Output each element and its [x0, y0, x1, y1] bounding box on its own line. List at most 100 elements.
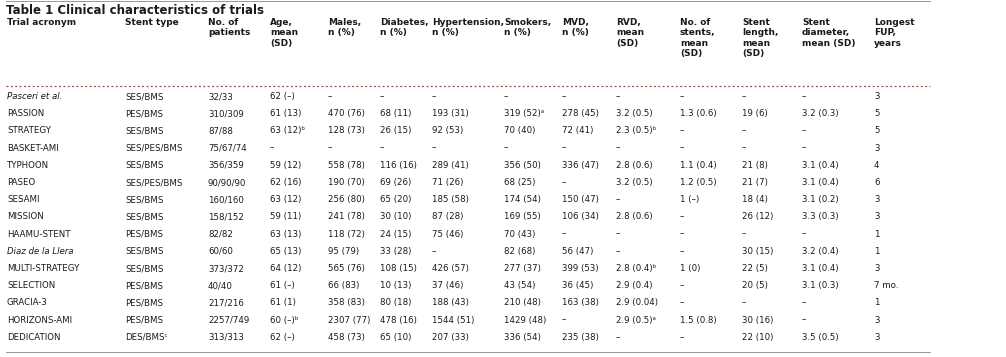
- Text: 63 (12): 63 (12): [270, 195, 302, 204]
- Text: HORIZONS-AMI: HORIZONS-AMI: [7, 316, 72, 325]
- Text: SES/BMS: SES/BMS: [125, 247, 163, 256]
- Text: 3.1 (0.2): 3.1 (0.2): [802, 195, 839, 204]
- Text: 128 (73): 128 (73): [328, 126, 365, 135]
- Text: 63 (13): 63 (13): [270, 230, 302, 238]
- Text: 558 (78): 558 (78): [328, 161, 365, 170]
- Text: –: –: [802, 92, 807, 101]
- Text: 1: 1: [874, 247, 879, 256]
- Text: 69 (26): 69 (26): [380, 178, 411, 187]
- Text: 61 (–): 61 (–): [270, 281, 295, 290]
- Text: 2.8 (0.4)ᵇ: 2.8 (0.4)ᵇ: [616, 264, 656, 273]
- Text: 26 (15): 26 (15): [380, 126, 411, 135]
- Text: –: –: [562, 316, 566, 325]
- Text: –: –: [380, 144, 384, 152]
- Text: SES/PES/BMS: SES/PES/BMS: [125, 144, 182, 152]
- Text: 68 (11): 68 (11): [380, 109, 411, 118]
- Text: SES/BMS: SES/BMS: [125, 126, 163, 135]
- Text: –: –: [616, 92, 621, 101]
- Text: –: –: [802, 230, 807, 238]
- Text: –: –: [802, 144, 807, 152]
- Text: Diaz de la Llera: Diaz de la Llera: [7, 247, 73, 256]
- Text: SES/BMS: SES/BMS: [125, 264, 163, 273]
- Text: BASKET-AMI: BASKET-AMI: [7, 144, 58, 152]
- Text: –: –: [742, 92, 746, 101]
- Text: 190 (70): 190 (70): [328, 178, 365, 187]
- Text: 63 (12)ᵇ: 63 (12)ᵇ: [270, 126, 305, 135]
- Text: –: –: [616, 230, 621, 238]
- Text: 72 (41): 72 (41): [562, 126, 594, 135]
- Text: Diabetes,
n (%): Diabetes, n (%): [380, 18, 429, 37]
- Text: 65 (20): 65 (20): [380, 195, 411, 204]
- Text: 60/60: 60/60: [208, 247, 232, 256]
- Text: 62 (16): 62 (16): [270, 178, 302, 187]
- Text: 3: 3: [874, 264, 879, 273]
- Text: 56 (47): 56 (47): [562, 247, 594, 256]
- Text: –: –: [742, 126, 746, 135]
- Text: PES/BMS: PES/BMS: [125, 281, 163, 290]
- Text: 75/67/74: 75/67/74: [208, 144, 246, 152]
- Text: –: –: [432, 247, 437, 256]
- Text: 36 (45): 36 (45): [562, 281, 594, 290]
- Text: HAAMU-STENT: HAAMU-STENT: [7, 230, 70, 238]
- Text: PASSION: PASSION: [7, 109, 44, 118]
- Text: 22 (5): 22 (5): [742, 264, 768, 273]
- Text: –: –: [616, 144, 621, 152]
- Text: –: –: [562, 230, 566, 238]
- Text: 358 (83): 358 (83): [328, 298, 365, 307]
- Text: –: –: [742, 230, 746, 238]
- Text: 336 (47): 336 (47): [562, 161, 599, 170]
- Text: 2.8 (0.6): 2.8 (0.6): [616, 161, 653, 170]
- Text: 150 (47): 150 (47): [562, 195, 599, 204]
- Text: 185 (58): 185 (58): [432, 195, 469, 204]
- Text: SES/BMS: SES/BMS: [125, 92, 163, 101]
- Text: 2.9 (0.5)ᵃ: 2.9 (0.5)ᵃ: [616, 316, 656, 325]
- Text: 75 (46): 75 (46): [432, 230, 464, 238]
- Text: 158/152: 158/152: [208, 212, 243, 221]
- Text: 2257/749: 2257/749: [208, 316, 249, 325]
- Text: MVD,
n (%): MVD, n (%): [562, 18, 589, 37]
- Text: 1 (–): 1 (–): [680, 195, 699, 204]
- Text: 426 (57): 426 (57): [432, 264, 469, 273]
- Text: 68 (25): 68 (25): [504, 178, 535, 187]
- Text: –: –: [562, 92, 566, 101]
- Text: 565 (76): 565 (76): [328, 264, 365, 273]
- Text: 2.9 (0.04): 2.9 (0.04): [616, 298, 658, 307]
- Text: –: –: [616, 247, 621, 256]
- Text: SES/BMS: SES/BMS: [125, 212, 163, 221]
- Text: SES/PES/BMS: SES/PES/BMS: [125, 178, 182, 187]
- Text: 6: 6: [874, 178, 879, 187]
- Text: 87 (28): 87 (28): [432, 212, 464, 221]
- Text: –: –: [270, 144, 275, 152]
- Text: –: –: [680, 126, 684, 135]
- Text: RVD,
mean
(SD): RVD, mean (SD): [616, 18, 644, 48]
- Text: 319 (52)ᵃ: 319 (52)ᵃ: [504, 109, 544, 118]
- Text: 59 (11): 59 (11): [270, 212, 301, 221]
- Text: –: –: [742, 144, 746, 152]
- Text: 59 (12): 59 (12): [270, 161, 301, 170]
- Text: –: –: [680, 298, 684, 307]
- Text: –: –: [432, 92, 437, 101]
- Text: 3.1 (0.3): 3.1 (0.3): [802, 281, 839, 290]
- Text: 7 mo.: 7 mo.: [874, 281, 898, 290]
- Text: SELECTION: SELECTION: [7, 281, 55, 290]
- Text: –: –: [504, 92, 508, 101]
- Text: 118 (72): 118 (72): [328, 230, 365, 238]
- Text: Pasceri et al.: Pasceri et al.: [7, 92, 62, 101]
- Text: 310/309: 310/309: [208, 109, 243, 118]
- Text: 3: 3: [874, 92, 879, 101]
- Text: –: –: [680, 247, 684, 256]
- Text: –: –: [616, 333, 621, 342]
- Text: 277 (37): 277 (37): [504, 264, 541, 273]
- Text: 2.8 (0.6): 2.8 (0.6): [616, 212, 653, 221]
- Text: 82/82: 82/82: [208, 230, 232, 238]
- Text: –: –: [680, 230, 684, 238]
- Text: –: –: [680, 144, 684, 152]
- Text: 5: 5: [874, 126, 879, 135]
- Text: 3.2 (0.4): 3.2 (0.4): [802, 247, 839, 256]
- Text: –: –: [562, 178, 566, 187]
- Text: 37 (46): 37 (46): [432, 281, 464, 290]
- Text: 1.2 (0.5): 1.2 (0.5): [680, 178, 716, 187]
- Text: 40/40: 40/40: [208, 281, 232, 290]
- Text: 3: 3: [874, 195, 879, 204]
- Text: 20 (5): 20 (5): [742, 281, 768, 290]
